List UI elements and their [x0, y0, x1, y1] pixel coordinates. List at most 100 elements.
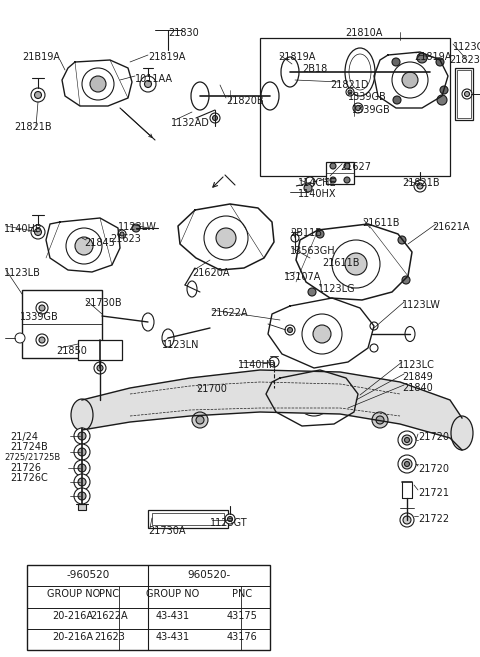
Ellipse shape [191, 82, 209, 110]
Circle shape [35, 229, 41, 235]
Text: 21620A: 21620A [192, 268, 229, 278]
Ellipse shape [162, 329, 174, 347]
Circle shape [204, 216, 248, 260]
Text: 21726: 21726 [10, 463, 41, 473]
Circle shape [210, 113, 220, 123]
Circle shape [417, 53, 427, 63]
Text: 1123GV: 1123GV [453, 42, 480, 52]
Circle shape [74, 474, 90, 490]
Text: 21730B: 21730B [84, 298, 121, 308]
Circle shape [436, 58, 444, 66]
Text: 2725/21725B: 2725/21725B [4, 453, 60, 462]
Circle shape [313, 325, 331, 343]
Text: 1339GB: 1339GB [348, 92, 387, 102]
Circle shape [90, 76, 106, 92]
Circle shape [437, 95, 447, 105]
Text: 1339GB: 1339GB [20, 312, 59, 322]
Text: 1140HR: 1140HR [238, 360, 277, 370]
Text: 1123LG: 1123LG [318, 284, 356, 294]
Text: 21849: 21849 [402, 372, 433, 382]
Circle shape [356, 106, 360, 110]
Circle shape [403, 516, 411, 524]
Circle shape [97, 365, 103, 371]
Circle shape [440, 86, 448, 94]
Circle shape [78, 464, 86, 472]
Bar [22, 290, 102, 358]
Text: 1123LW: 1123LW [118, 222, 157, 232]
Circle shape [353, 103, 363, 113]
Circle shape [74, 428, 90, 444]
Text: 21627: 21627 [340, 162, 371, 172]
Text: 21840: 21840 [402, 383, 433, 393]
Bar [78, 340, 122, 360]
Circle shape [308, 288, 316, 296]
Circle shape [228, 516, 232, 522]
Circle shape [344, 177, 350, 183]
Circle shape [285, 325, 295, 335]
Circle shape [74, 488, 90, 504]
Text: 1140HX: 1140HX [298, 189, 336, 199]
Circle shape [370, 322, 378, 330]
Text: -960520: -960520 [66, 570, 109, 580]
Text: 21819A: 21819A [414, 52, 451, 62]
Text: 21722: 21722 [418, 514, 449, 524]
Circle shape [349, 403, 359, 413]
Circle shape [370, 344, 378, 352]
Circle shape [346, 88, 354, 96]
Ellipse shape [142, 313, 154, 331]
Ellipse shape [451, 416, 473, 450]
Circle shape [78, 448, 86, 456]
Circle shape [74, 460, 90, 476]
Ellipse shape [71, 399, 93, 431]
Bar [78, 504, 86, 510]
Text: 20-216A: 20-216A [53, 632, 94, 642]
Bar [455, 68, 473, 120]
Circle shape [213, 116, 217, 120]
Circle shape [132, 224, 140, 232]
Text: 21821B: 21821B [402, 178, 440, 188]
Text: 960520-: 960520- [188, 570, 231, 580]
Ellipse shape [187, 281, 197, 297]
Text: 21622A: 21622A [91, 611, 128, 621]
Circle shape [265, 397, 271, 403]
Circle shape [402, 276, 410, 284]
Circle shape [332, 240, 380, 288]
Text: 21B19A: 21B19A [22, 52, 60, 62]
Circle shape [288, 327, 292, 332]
Text: 1132AD: 1132AD [171, 118, 210, 128]
Circle shape [402, 459, 412, 469]
Circle shape [465, 91, 469, 97]
Circle shape [291, 234, 299, 242]
Text: 1123LC: 1123LC [398, 360, 435, 370]
Text: 20-216A: 20-216A [53, 611, 94, 621]
Text: 21623: 21623 [110, 234, 141, 244]
Circle shape [120, 232, 124, 236]
Text: 1123LW: 1123LW [402, 300, 441, 310]
Text: 13107A: 13107A [284, 272, 322, 282]
Circle shape [344, 163, 350, 169]
Text: 21726C: 21726C [10, 473, 48, 483]
Text: GROUP NO: GROUP NO [47, 589, 100, 599]
Text: 21720: 21720 [418, 432, 449, 442]
Circle shape [305, 177, 315, 187]
Circle shape [39, 305, 45, 311]
Text: 21611B: 21611B [322, 258, 360, 268]
Circle shape [304, 184, 312, 192]
Circle shape [330, 177, 336, 183]
Circle shape [348, 90, 352, 94]
Circle shape [392, 62, 428, 98]
Circle shape [78, 492, 86, 500]
Text: 21730A: 21730A [148, 526, 185, 536]
Text: 1123LB: 1123LB [4, 268, 41, 278]
Text: 21622A: 21622A [210, 308, 248, 318]
Bar [152, 513, 224, 525]
Bar [457, 70, 471, 118]
Text: 1011AA: 1011AA [135, 74, 173, 84]
Circle shape [316, 230, 324, 238]
Text: 21721: 21721 [418, 488, 449, 498]
Ellipse shape [349, 54, 371, 90]
Circle shape [196, 416, 204, 424]
Text: 21845: 21845 [84, 238, 115, 248]
Text: 21823A: 21823A [449, 55, 480, 65]
Text: 21820B: 21820B [226, 96, 264, 106]
